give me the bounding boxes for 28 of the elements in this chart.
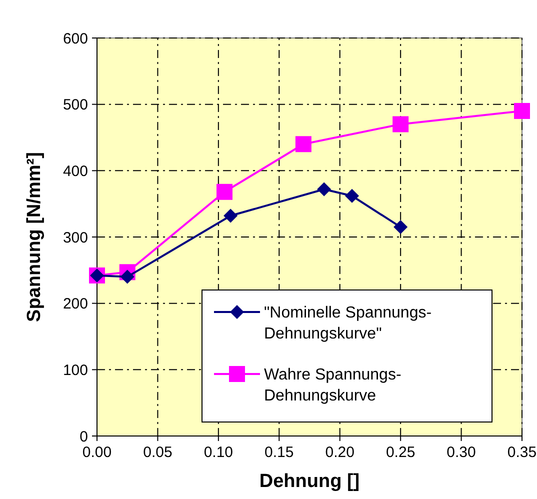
point — [345, 188, 359, 203]
point — [295, 136, 312, 152]
x-tick-label: 0.30 — [446, 444, 476, 461]
point — [120, 270, 134, 284]
x-tick-label: 0.05 — [143, 444, 172, 461]
y-tick-label: 300 — [62, 229, 88, 246]
y-tick-label: 500 — [62, 96, 88, 114]
x-tick-label: 0.10 — [204, 444, 234, 461]
point — [224, 208, 238, 223]
x-tick-label: 0.25 — [386, 444, 416, 461]
point — [317, 182, 332, 196]
x-tick-label: 0.20 — [325, 444, 354, 461]
y-axis-title: Spannung [N/mm²] — [24, 152, 45, 322]
point — [216, 184, 232, 200]
legend-label: "Nominelle Spannungs-Dehnungskurve" — [264, 304, 432, 342]
y-tick-label: 200 — [62, 296, 88, 313]
point — [392, 116, 409, 132]
x-axis-title: Dehnung [] — [259, 471, 360, 492]
point — [394, 220, 408, 234]
y-tick-label: 400 — [62, 162, 88, 180]
y-tick-label: 600 — [62, 30, 88, 48]
x-tick-label: 0.00 — [82, 444, 112, 461]
y-tick-label: 0 — [80, 428, 88, 446]
y-tick-label: 100 — [62, 362, 88, 379]
legend-label: Wahre Spannungs-Dehnungskurve — [264, 366, 402, 404]
point — [514, 102, 530, 119]
x-tick-label: 0.35 — [507, 444, 537, 461]
x-tick-label: 0.15 — [264, 444, 294, 461]
